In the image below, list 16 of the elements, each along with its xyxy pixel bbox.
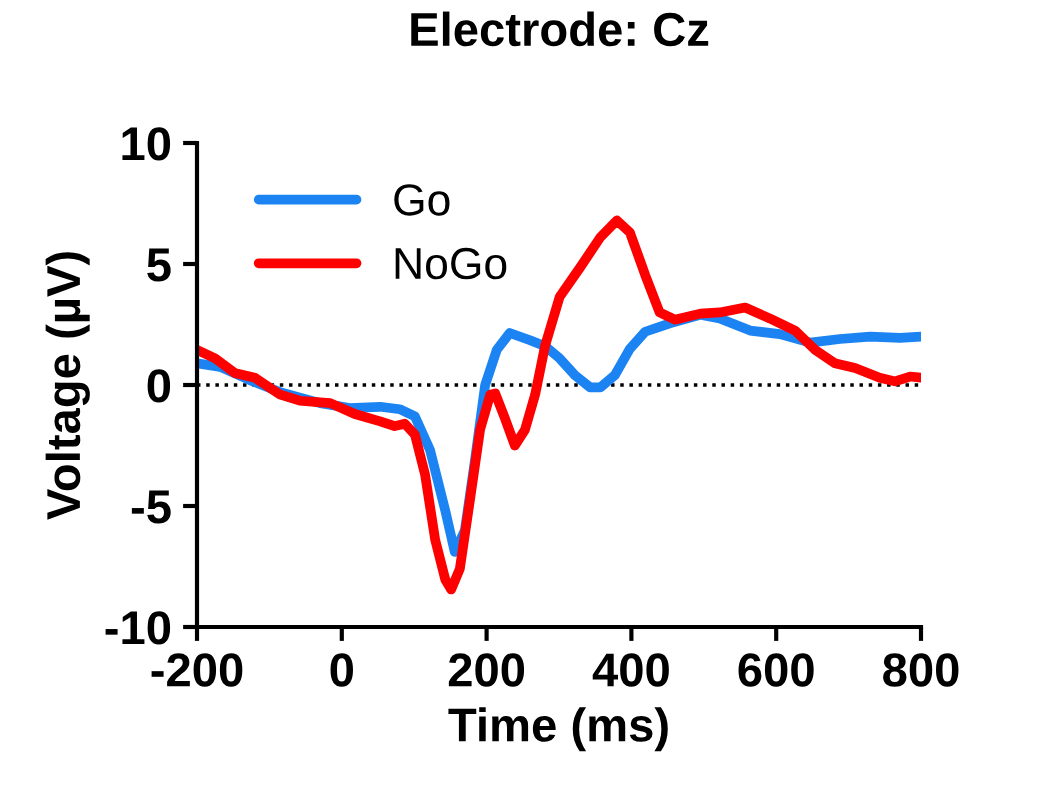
legend-label: NoGo: [395, 247, 507, 280]
y-tick-label: 5: [147, 248, 171, 282]
x-tick-label: 800: [883, 653, 959, 687]
y-tick-label: -10: [105, 611, 171, 645]
legend-label: Go: [394, 184, 450, 216]
y-axis-title: Voltage (µV): [45, 252, 90, 520]
x-tick-label: 600: [738, 653, 814, 687]
x-tick-label: 400: [592, 653, 669, 687]
x-tick-label: 0: [330, 653, 353, 687]
x-tick-label: 200: [448, 653, 525, 687]
y-tick-label: 0: [147, 369, 171, 403]
x-tick-label: -200: [151, 653, 243, 687]
y-tick-label: -5: [131, 490, 171, 524]
y-tick-label: 10: [122, 127, 171, 161]
chart-title: Electrode: Cz: [411, 11, 709, 47]
x-axis-title: Time (ms): [448, 707, 668, 752]
